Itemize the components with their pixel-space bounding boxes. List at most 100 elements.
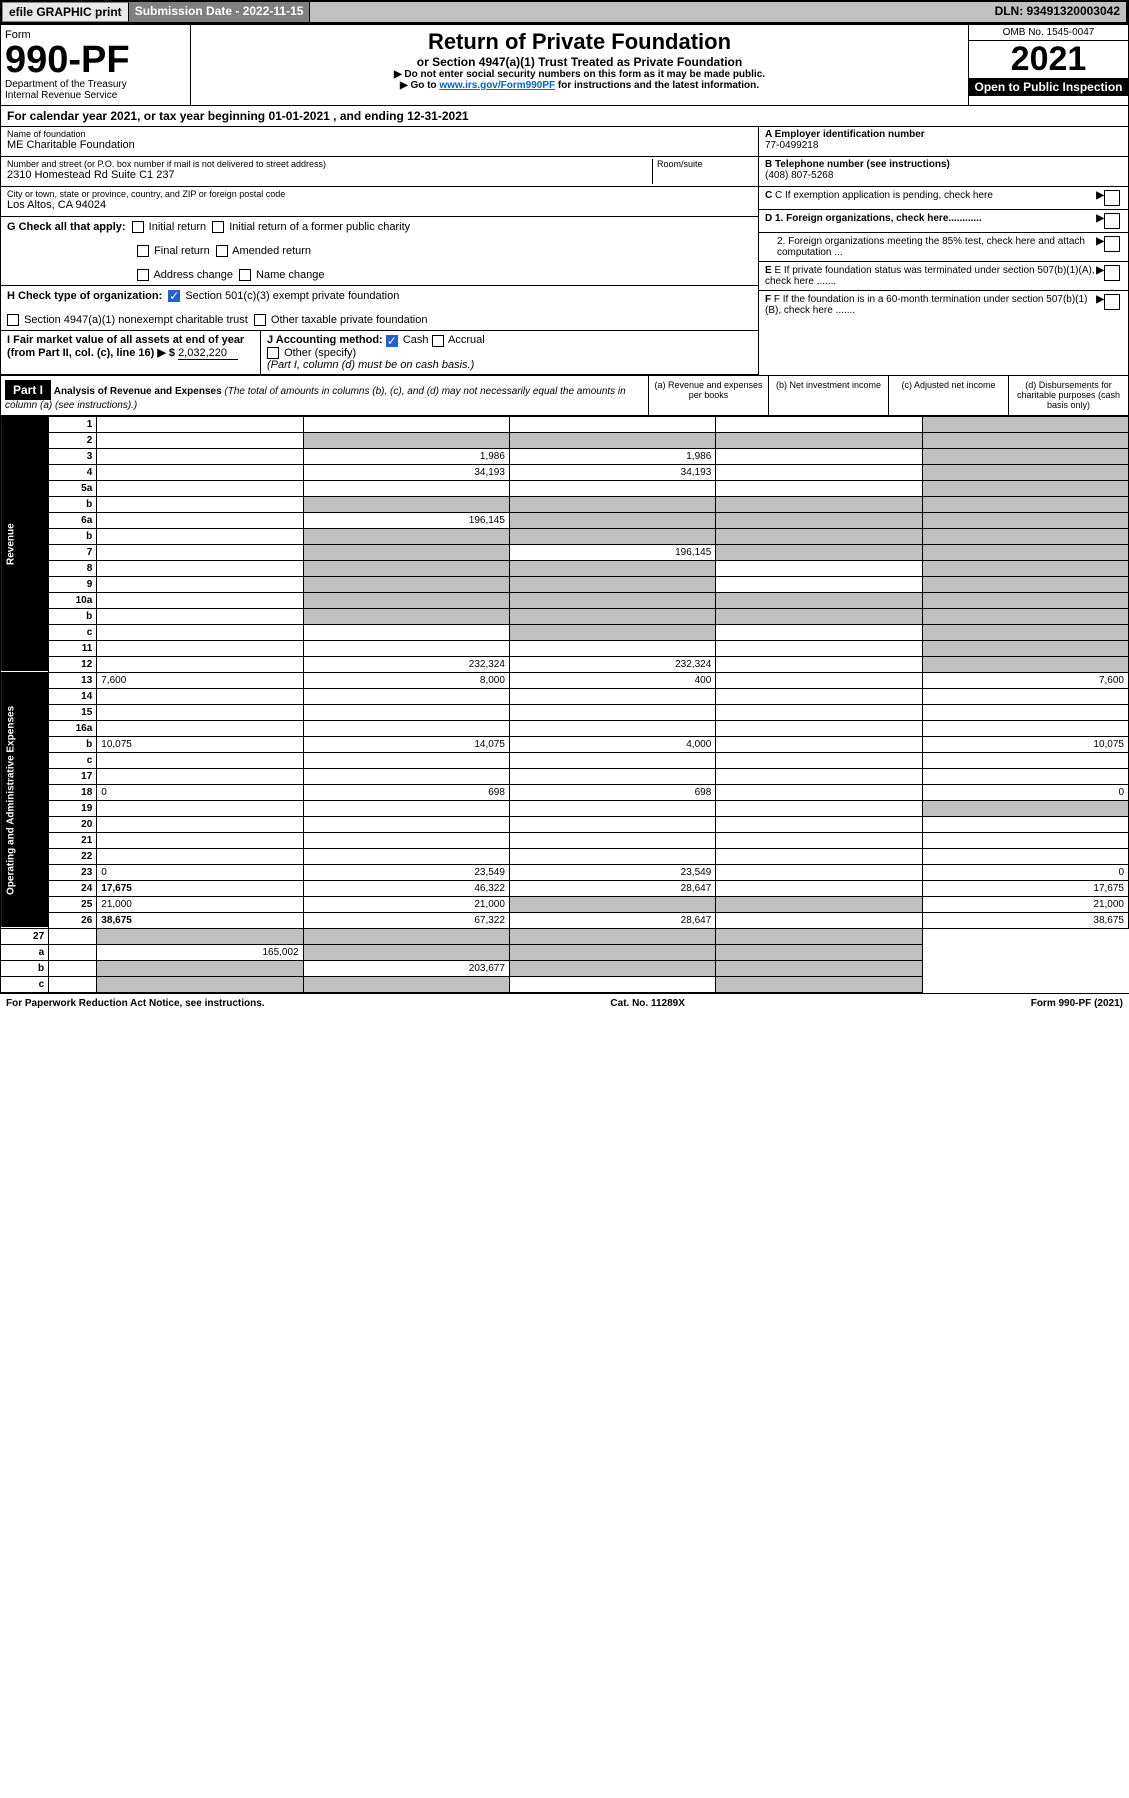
footer-form: Form 990-PF (2021) xyxy=(1031,998,1123,1009)
line-description xyxy=(49,976,97,992)
amended-return-checkbox[interactable] xyxy=(216,245,228,257)
amount-cell-a xyxy=(97,928,303,944)
d2-label: 2. Foreign organizations meeting the 85%… xyxy=(765,236,1096,258)
amount-cell-b: 4,000 xyxy=(509,736,715,752)
ein-value: 77-0499218 xyxy=(765,140,1122,151)
amount-cell-c xyxy=(716,912,922,928)
address-change-checkbox[interactable] xyxy=(137,269,149,281)
c-checkbox[interactable] xyxy=(1104,190,1120,206)
amount-cell-d xyxy=(716,944,922,960)
line-number: 11 xyxy=(49,640,97,656)
amount-cell-d xyxy=(922,800,1128,816)
j-note: (Part I, column (d) must be on cash basi… xyxy=(267,359,474,371)
sec501-checkbox[interactable] xyxy=(168,290,180,302)
amount-cell-d xyxy=(922,752,1128,768)
table-row: 23023,54923,5490 xyxy=(1,864,1129,880)
name-change-checkbox[interactable] xyxy=(239,269,251,281)
amount-cell-c xyxy=(509,928,715,944)
d2-checkbox[interactable] xyxy=(1104,236,1120,252)
goto-suffix: for instructions and the latest informat… xyxy=(558,80,759,91)
tax-year: 2021 xyxy=(969,41,1128,78)
final-label: Final return xyxy=(154,245,210,257)
accrual-checkbox[interactable] xyxy=(432,335,444,347)
amount-cell-a xyxy=(303,640,509,656)
amount-cell-d xyxy=(922,816,1128,832)
table-row: 2 xyxy=(1,432,1129,448)
table-row: 27 xyxy=(1,928,1129,944)
section-side-label: Revenue xyxy=(1,416,49,672)
line-number: 26 xyxy=(49,912,97,928)
amount-cell-a xyxy=(303,528,509,544)
line-number: 24 xyxy=(49,880,97,896)
cash-label: Cash xyxy=(403,334,429,346)
amount-cell-a xyxy=(303,576,509,592)
initial-return-checkbox[interactable] xyxy=(132,221,144,233)
amount-cell-a xyxy=(97,976,303,992)
initial-former-checkbox[interactable] xyxy=(212,221,224,233)
col-c-header: (c) Adjusted net income xyxy=(888,376,1008,415)
line-number: 25 xyxy=(49,896,97,912)
sec4947-checkbox[interactable] xyxy=(7,314,19,326)
f-checkbox[interactable] xyxy=(1104,294,1120,310)
line-number: 17 xyxy=(49,768,97,784)
amount-cell-b xyxy=(509,704,715,720)
line-number: a xyxy=(1,944,49,960)
amount-cell-d xyxy=(922,576,1128,592)
amount-cell-d xyxy=(922,848,1128,864)
initial-former-label: Initial return of a former public charit… xyxy=(229,221,410,233)
amount-cell-c xyxy=(716,512,922,528)
final-return-checkbox[interactable] xyxy=(137,245,149,257)
amount-cell-a xyxy=(303,832,509,848)
submission-date: Submission Date - 2022-11-15 xyxy=(129,2,311,22)
amount-cell-a: 34,193 xyxy=(303,464,509,480)
city-label: City or town, state or province, country… xyxy=(7,189,752,199)
c-row: C C If exemption application is pending,… xyxy=(759,187,1128,210)
line-description xyxy=(97,432,303,448)
other-method-checkbox[interactable] xyxy=(267,347,279,359)
line-description xyxy=(97,816,303,832)
amount-cell-a xyxy=(303,848,509,864)
table-row: 6a196,145 xyxy=(1,512,1129,528)
d1-checkbox[interactable] xyxy=(1104,213,1120,229)
amount-cell-c xyxy=(716,800,922,816)
form-url-link[interactable]: www.irs.gov/Form990PF xyxy=(439,80,555,91)
efile-print-button[interactable]: efile GRAPHIC print xyxy=(2,2,129,22)
dept-label: Department of the Treasury xyxy=(5,79,186,90)
name-label: Name of foundation xyxy=(7,129,752,139)
other-taxable-checkbox[interactable] xyxy=(254,314,266,326)
e-label: E If private foundation status was termi… xyxy=(765,265,1095,287)
table-row: 22 xyxy=(1,848,1129,864)
line-number: 6a xyxy=(49,512,97,528)
amount-cell-b xyxy=(509,832,715,848)
amount-cell-a xyxy=(303,768,509,784)
amount-cell-d xyxy=(922,544,1128,560)
line-number: 22 xyxy=(49,848,97,864)
amount-cell-d: 17,675 xyxy=(922,880,1128,896)
table-row: Revenue1 xyxy=(1,416,1129,432)
line-number: 27 xyxy=(1,928,49,944)
amount-cell-d xyxy=(922,720,1128,736)
amount-cell-b xyxy=(509,608,715,624)
amount-cell-c xyxy=(509,960,715,976)
line-description xyxy=(97,848,303,864)
amount-cell-b xyxy=(509,640,715,656)
phone-cell: B Telephone number (see instructions) (4… xyxy=(759,157,1128,187)
amount-cell-c xyxy=(716,528,922,544)
amount-cell-d: 10,075 xyxy=(922,736,1128,752)
line-description xyxy=(49,944,97,960)
amount-cell-c xyxy=(509,976,715,992)
e-checkbox[interactable] xyxy=(1104,265,1120,281)
table-row: 17 xyxy=(1,768,1129,784)
amount-cell-b xyxy=(303,944,509,960)
amount-cell-a: 23,549 xyxy=(303,864,509,880)
cash-checkbox[interactable] xyxy=(386,335,398,347)
line-description xyxy=(97,416,303,432)
amount-cell-b: 1,986 xyxy=(509,448,715,464)
line-number: b xyxy=(49,736,97,752)
amount-cell-b xyxy=(509,576,715,592)
line-number: 3 xyxy=(49,448,97,464)
page-footer: For Paperwork Reduction Act Notice, see … xyxy=(0,993,1129,1013)
foundation-city: Los Altos, CA 94024 xyxy=(7,199,752,211)
line-description xyxy=(97,496,303,512)
line-description xyxy=(97,832,303,848)
